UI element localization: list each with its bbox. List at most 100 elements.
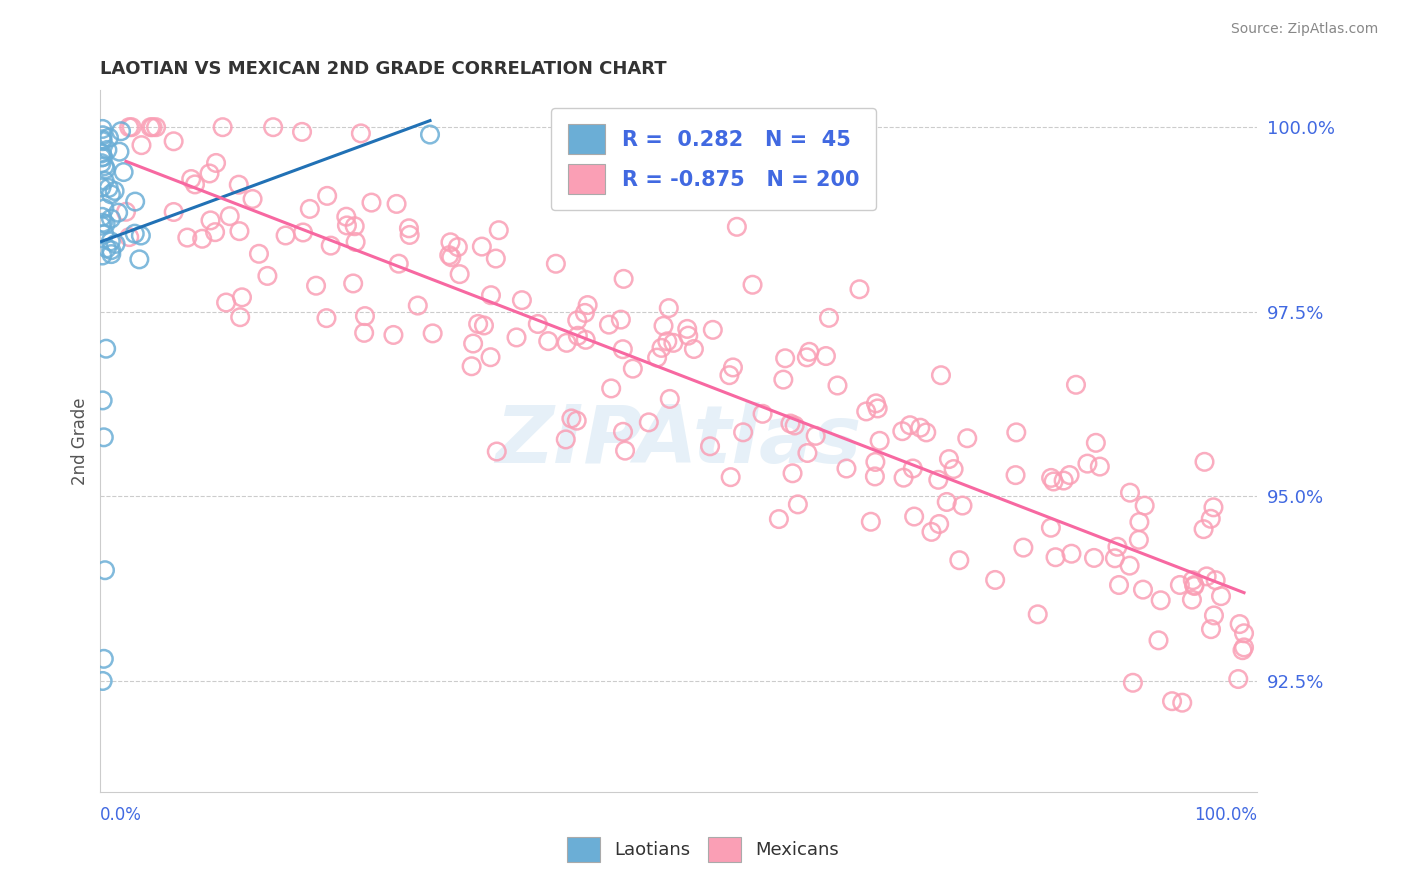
- Point: [104, 184, 127, 198]
- Point: [718, 368, 741, 383]
- Point: [176, 230, 198, 244]
- Point: [779, 417, 801, 431]
- Point: [575, 333, 598, 347]
- Point: [1132, 582, 1154, 597]
- Point: [893, 471, 915, 485]
- Point: [124, 227, 146, 241]
- Point: [360, 195, 382, 210]
- Point: [929, 368, 952, 383]
- Point: [115, 204, 138, 219]
- Point: [952, 499, 974, 513]
- Point: [866, 401, 889, 416]
- Point: [205, 156, 228, 170]
- Point: [100, 243, 122, 257]
- Point: [344, 235, 367, 249]
- Point: [256, 268, 278, 283]
- Point: [350, 127, 373, 141]
- Point: [228, 178, 250, 192]
- Point: [94, 162, 117, 177]
- Point: [91, 128, 114, 143]
- Point: [471, 239, 494, 253]
- Point: [1233, 640, 1256, 655]
- Point: [772, 373, 794, 387]
- Point: [91, 122, 114, 136]
- Point: [1128, 533, 1150, 547]
- Point: [211, 120, 233, 135]
- Point: [935, 495, 957, 509]
- Point: [118, 120, 141, 135]
- Point: [231, 290, 253, 304]
- Point: [91, 673, 114, 688]
- Point: [505, 330, 527, 344]
- Point: [1199, 622, 1222, 636]
- Point: [1161, 694, 1184, 708]
- Y-axis label: 2nd Grade: 2nd Grade: [72, 397, 89, 484]
- Point: [921, 524, 943, 539]
- Point: [90, 180, 112, 194]
- Point: [676, 322, 699, 336]
- Point: [315, 311, 337, 326]
- Point: [467, 317, 489, 331]
- Point: [406, 299, 429, 313]
- Point: [94, 217, 117, 231]
- Point: [1194, 455, 1216, 469]
- Point: [1076, 457, 1098, 471]
- Point: [274, 228, 297, 243]
- Point: [676, 328, 699, 343]
- Point: [1171, 696, 1194, 710]
- Point: [658, 301, 681, 315]
- Point: [956, 431, 979, 445]
- Point: [650, 341, 672, 355]
- Point: [613, 272, 636, 286]
- Point: [1005, 425, 1028, 440]
- Point: [291, 125, 314, 139]
- Point: [335, 210, 357, 224]
- Point: [910, 421, 932, 435]
- Point: [915, 425, 938, 440]
- Point: [1107, 540, 1129, 554]
- Point: [1012, 541, 1035, 555]
- Text: Source: ZipAtlas.com: Source: ZipAtlas.com: [1230, 22, 1378, 37]
- Point: [460, 359, 482, 374]
- Point: [863, 469, 886, 483]
- Point: [124, 194, 146, 209]
- Point: [576, 298, 599, 312]
- Point: [93, 227, 115, 241]
- Point: [865, 396, 887, 410]
- Point: [398, 221, 420, 235]
- Point: [814, 349, 837, 363]
- Point: [385, 197, 408, 211]
- Point: [1040, 471, 1063, 485]
- Point: [298, 202, 321, 216]
- Point: [419, 128, 441, 142]
- Point: [783, 418, 806, 433]
- Point: [560, 411, 582, 425]
- Point: [90, 151, 112, 165]
- Point: [1004, 468, 1026, 483]
- Point: [928, 516, 950, 531]
- Point: [485, 444, 508, 458]
- Text: LAOTIAN VS MEXICAN 2ND GRADE CORRELATION CHART: LAOTIAN VS MEXICAN 2ND GRADE CORRELATION…: [100, 60, 666, 78]
- Point: [796, 351, 818, 365]
- Point: [1232, 643, 1254, 657]
- Point: [1122, 675, 1144, 690]
- Point: [614, 443, 637, 458]
- Text: ZIPAtlas: ZIPAtlas: [495, 402, 862, 480]
- Point: [449, 267, 471, 281]
- Point: [94, 342, 117, 356]
- Point: [537, 334, 560, 348]
- Point: [91, 210, 114, 224]
- Point: [218, 209, 240, 223]
- Point: [100, 247, 122, 261]
- Point: [1026, 607, 1049, 622]
- Point: [610, 312, 633, 326]
- Point: [818, 310, 841, 325]
- Point: [440, 250, 463, 264]
- Point: [91, 393, 114, 408]
- Point: [139, 120, 162, 135]
- Point: [942, 462, 965, 476]
- Point: [96, 241, 118, 255]
- Point: [292, 226, 315, 240]
- Point: [721, 360, 744, 375]
- Point: [112, 165, 135, 179]
